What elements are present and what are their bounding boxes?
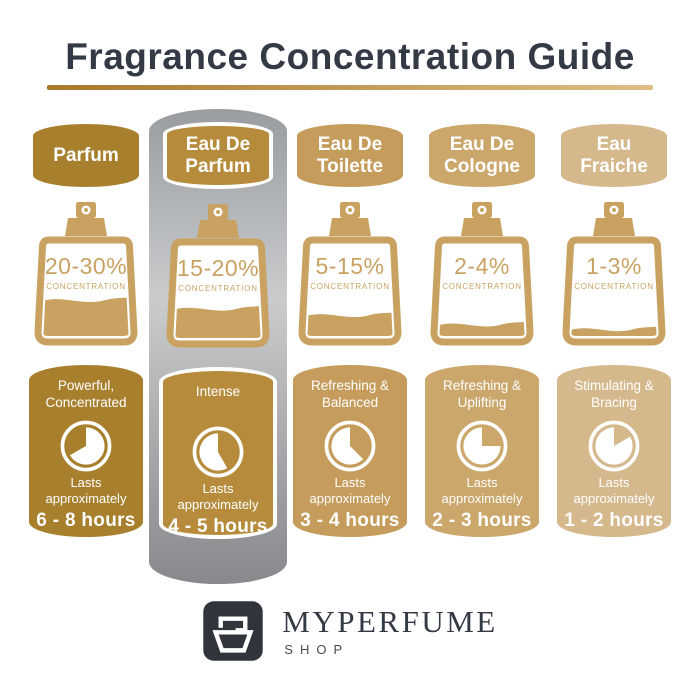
- concentration-label: CONCENTRATION: [310, 282, 390, 291]
- concentration-label: CONCENTRATION: [46, 282, 126, 291]
- duration-card: Stimulating & Bracing Lasts approximatel…: [557, 365, 671, 537]
- fragrance-type-banner: Parfum: [33, 124, 139, 187]
- fragrance-type-banner: Eau Fraiche: [561, 124, 667, 187]
- duration-card: Powerful, Concentrated Lasts approximate…: [29, 365, 143, 537]
- brand-subtitle: SHOP: [284, 641, 350, 657]
- fragrance-type-banner: Eau De Cologne: [429, 124, 535, 187]
- lasts-label: Lasts approximately: [309, 475, 391, 507]
- fragrance-columns: Parfum 20-30% CONCENTRATION Powerful, Co…: [0, 106, 700, 588]
- lasts-label: Lasts approximately: [177, 481, 259, 513]
- clock-icon: [453, 417, 511, 475]
- concentration-percentage: 20-30%: [44, 253, 128, 279]
- scent-character-label: Refreshing & Uplifting: [442, 378, 522, 410]
- bottle-icon: [288, 200, 412, 352]
- scent-character-label: Stimulating & Bracing: [574, 378, 654, 410]
- duration-text-group: Lasts approximately 4 - 5 hours: [168, 481, 267, 538]
- perfume-bottle-graphic: 15-20% CONCENTRATION: [156, 202, 280, 354]
- fragrance-column: Parfum 20-30% CONCENTRATION Powerful, Co…: [24, 106, 148, 588]
- duration-text-group: Lasts approximately 3 - 4 hours: [300, 475, 399, 532]
- bottle-icon: [420, 200, 544, 352]
- lasts-label: Lasts approximately: [573, 475, 655, 507]
- duration-card: Intense Lasts approximately 4 - 5 hours: [159, 367, 277, 539]
- brand-name: MYPERFUME: [282, 603, 498, 639]
- fragrance-column: Eau De Parfum 15-20% CONCENTRATION Inten…: [149, 106, 287, 588]
- bottle-icon: [156, 202, 280, 354]
- page-title: Fragrance Concentration Guide: [65, 36, 635, 77]
- perfume-bottle-graphic: 20-30% CONCENTRATION: [24, 200, 148, 352]
- duration-text-group: Lasts approximately 2 - 3 hours: [432, 475, 531, 532]
- fragrance-type-banner: Eau De Toilette: [297, 124, 403, 187]
- lasts-label: Lasts approximately: [441, 475, 523, 507]
- concentration-label: CONCENTRATION: [574, 282, 654, 291]
- fragrance-column: Eau Fraiche 1-3% CONCENTRATION Stimulati…: [552, 106, 676, 588]
- concentration-label: CONCENTRATION: [442, 282, 522, 291]
- bottle-icon: [24, 200, 148, 352]
- brand-text: MYPERFUME SHOP: [282, 606, 497, 657]
- lasts-label: Lasts approximately: [45, 475, 127, 507]
- fragrance-type-banner: Eau De Parfum: [163, 122, 273, 189]
- concentration-label: CONCENTRATION: [178, 284, 258, 293]
- duration-card: Refreshing & Balanced Lasts approximatel…: [293, 365, 407, 537]
- concentration-percentage: 15-20%: [176, 255, 260, 281]
- duration-value: 2 - 3 hours: [432, 509, 532, 531]
- title-underline: [47, 85, 653, 90]
- scent-character-label: Intense: [195, 384, 241, 399]
- clock-icon: [57, 417, 115, 475]
- concentration-percentage: 1-3%: [586, 253, 642, 279]
- concentration-percentage: 5-15%: [315, 253, 385, 279]
- perfume-bottle-graphic: 2-4% CONCENTRATION: [420, 200, 544, 352]
- perfume-bottle-icon: [202, 600, 264, 662]
- concentration-percentage: 2-4%: [454, 253, 510, 279]
- duration-card: Refreshing & Uplifting Lasts approximate…: [425, 365, 539, 537]
- duration-value: 6 - 8 hours: [36, 509, 136, 531]
- clock-icon: [321, 417, 379, 475]
- duration-text-group: Lasts approximately 1 - 2 hours: [564, 475, 663, 532]
- duration-value: 1 - 2 hours: [564, 509, 664, 531]
- brand-footer: MYPERFUME SHOP: [0, 600, 700, 662]
- fragrance-column: Eau De Toilette 5-15% CONCENTRATION Refr…: [288, 106, 412, 588]
- clock-icon: [189, 423, 247, 481]
- duration-value: 3 - 4 hours: [300, 509, 400, 531]
- bottle-icon: [552, 200, 676, 352]
- perfume-bottle-graphic: 1-3% CONCENTRATION: [552, 200, 676, 352]
- clock-icon: [585, 417, 643, 475]
- perfume-bottle-graphic: 5-15% CONCENTRATION: [288, 200, 412, 352]
- scent-character-label: Powerful, Concentrated: [45, 378, 127, 410]
- fragrance-column: Eau De Cologne 2-4% CONCENTRATION Refres…: [420, 106, 544, 588]
- duration-text-group: Lasts approximately 6 - 8 hours: [36, 475, 135, 532]
- duration-value: 4 - 5 hours: [168, 515, 268, 537]
- scent-character-label: Refreshing & Balanced: [310, 378, 390, 410]
